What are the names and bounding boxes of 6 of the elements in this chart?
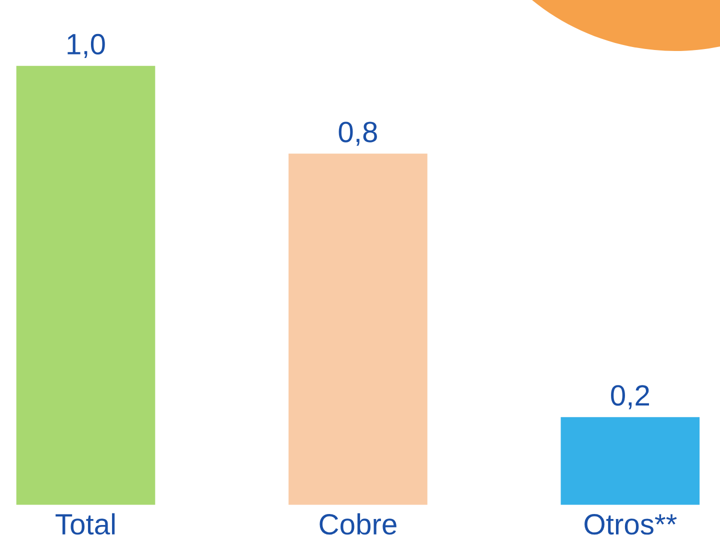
x-tick-label: Cobre	[320, 513, 396, 535]
x-tick-label: Total	[56, 513, 115, 535]
x-tick-label: Otros**	[584, 514, 677, 535]
data-label: 0,8	[338, 122, 377, 146]
data-label: 1,0	[68, 34, 105, 58]
data-label: 0,2	[611, 385, 649, 410]
